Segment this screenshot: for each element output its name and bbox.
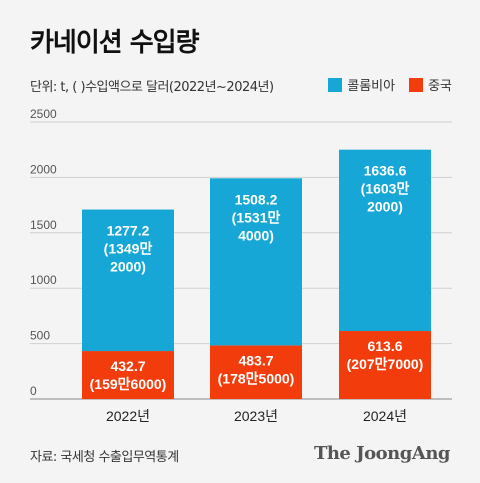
bar-colombia-2023년: [210, 178, 302, 346]
data-label-colombia-value-0: 1277.2: [107, 223, 150, 239]
legend: 콜롬비아 중국: [320, 75, 452, 94]
y-tick-label-0: 0: [30, 384, 37, 398]
legend-label-colombia: 콜롬비아: [347, 79, 396, 94]
x-tick-label-1: 2023년: [234, 408, 278, 424]
source-note: 자료: 국세청 수출입무역통계: [30, 450, 179, 465]
x-tick-label-0: 2022년: [106, 408, 150, 424]
data-label-colombia-amount-line2-2: 2000): [367, 199, 403, 215]
data-label-colombia-amount-line1-2: (1603만: [361, 181, 410, 197]
data-label-china-amount-0: (159만6000): [90, 376, 167, 392]
data-label-china-value-1: 483.7: [238, 352, 273, 368]
chart-title: 카네이션 수입량: [30, 28, 199, 58]
data-label-colombia-value-1: 1508.2: [235, 191, 278, 207]
y-tick-label-2500: 2500: [30, 107, 57, 121]
data-label-colombia-amount-line2-0: 2000): [110, 259, 146, 275]
chart-subtitle: 단위: t, ( )수입액으로 달러(2022년~2024년): [30, 80, 274, 95]
y-tick-label-2000: 2000: [30, 162, 57, 176]
data-label-colombia-amount-line1-0: (1349만: [104, 241, 153, 257]
bar-china-2023년: [210, 345, 302, 399]
legend-swatch-colombia: [328, 77, 343, 92]
y-tick-label-1500: 1500: [30, 218, 57, 232]
legend-label-china: 중국: [428, 79, 452, 94]
bar-china-2024년: [339, 331, 431, 399]
data-label-china-value-2: 613.6: [367, 338, 402, 354]
y-tick-label-500: 500: [30, 329, 50, 343]
bar-china-2022년: [82, 351, 174, 399]
data-label-china-amount-1: (178만5000): [218, 370, 295, 386]
x-tick-label-2: 2024년: [363, 408, 407, 424]
bar-colombia-2022년: [82, 209, 174, 352]
brand-logo: The JoongAng: [313, 443, 451, 464]
data-label-colombia-value-2: 1636.6: [364, 163, 407, 179]
legend-item-china: 중국: [409, 75, 452, 94]
legend-swatch-china: [409, 77, 424, 92]
data-label-china-amount-2: (207만7000): [347, 356, 424, 372]
data-label-china-value-0: 432.7: [110, 358, 145, 374]
data-label-colombia-amount-line2-1: 4000): [238, 227, 274, 243]
y-tick-label-1000: 1000: [30, 273, 57, 287]
bar-colombia-2024년: [339, 149, 431, 332]
legend-item-colombia: 콜롬비아: [328, 75, 395, 94]
data-label-colombia-amount-line1-1: (1531만: [232, 209, 281, 225]
